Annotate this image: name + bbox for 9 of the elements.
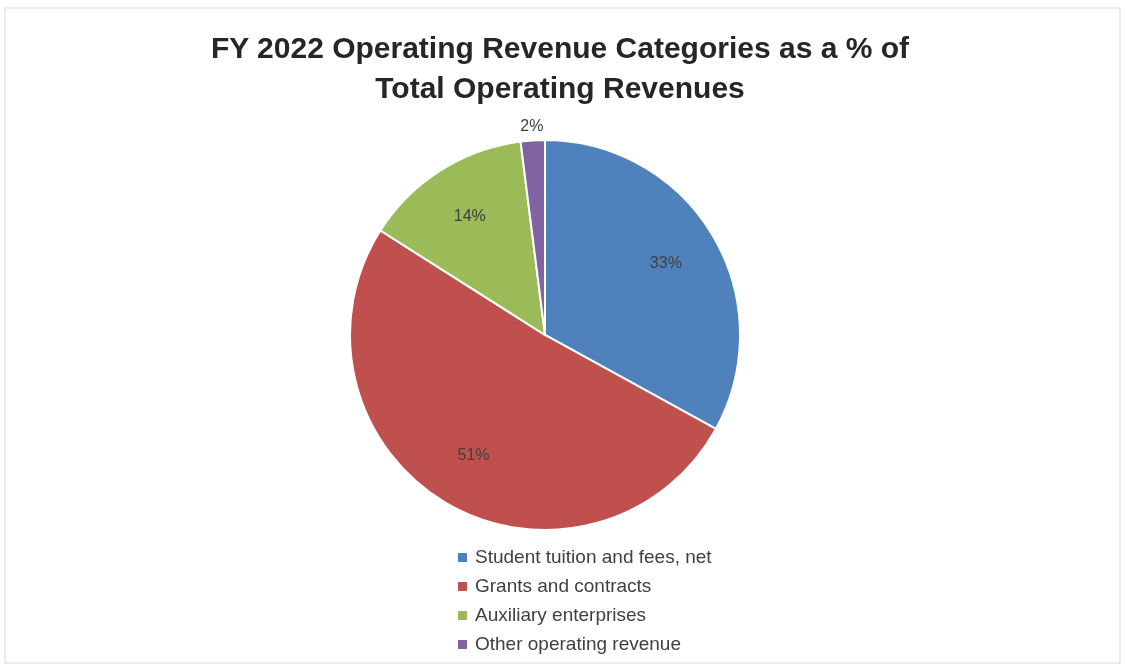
data-label: 14% (453, 206, 486, 224)
legend-label: Auxiliary enterprises (475, 604, 647, 626)
chart-title: FY 2022 Operating Revenue Categories as a % of Total Operating Revenues (210, 31, 911, 104)
data-label: 33% (649, 253, 682, 271)
legend-label: Other operating revenue (475, 633, 681, 655)
legend-label: Grants and contracts (475, 575, 652, 597)
data-label: 51% (457, 446, 490, 464)
legend-label: Student tuition and fees, net (475, 546, 713, 568)
data-label: 2% (520, 116, 544, 134)
